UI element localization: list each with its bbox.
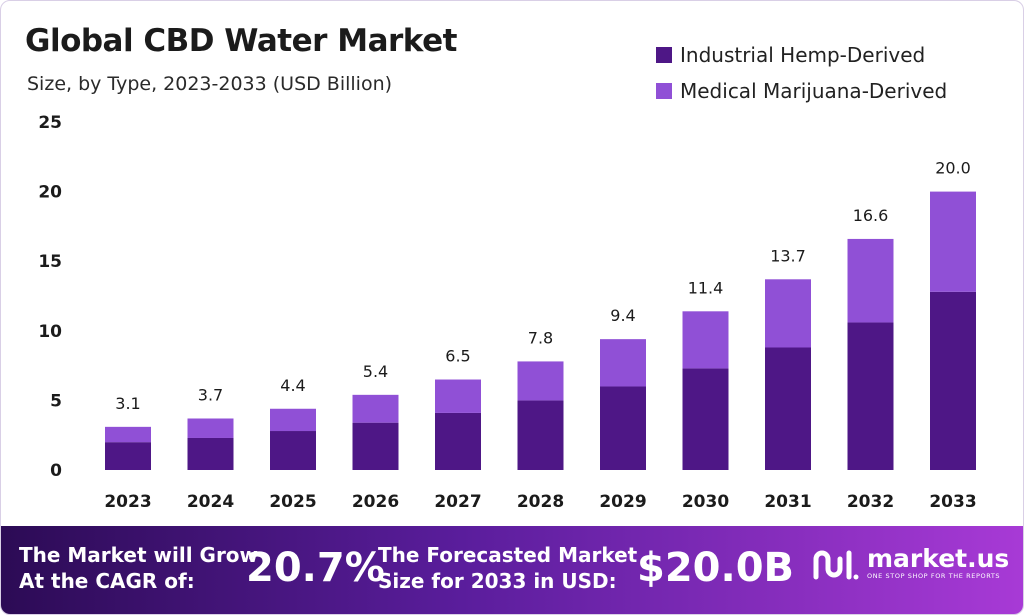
- bar-medical: [270, 408, 316, 432]
- logo-name: market.us: [867, 544, 1010, 573]
- total-label: 3.7: [198, 385, 223, 404]
- bar-industrial: [352, 422, 399, 470]
- bar-medical: [435, 379, 481, 413]
- summary-banner: The Market will Grow At the CAGR of: 20.…: [1, 526, 1023, 614]
- bar-medical: [930, 191, 976, 292]
- cagr-text-line1: The Market will Grow: [19, 543, 259, 567]
- legend: Industrial Hemp-Derived Medical Marijuan…: [656, 37, 947, 109]
- y-tick-label: 15: [38, 252, 62, 272]
- total-label: 20.0: [935, 159, 971, 178]
- legend-item-industrial: Industrial Hemp-Derived: [656, 37, 947, 73]
- total-label: 16.6: [853, 206, 889, 225]
- cagr-text: The Market will Grow At the CAGR of:: [19, 542, 258, 594]
- bar-chart: 05101520253.120233.720244.420255.420266.…: [38, 113, 976, 512]
- cagr-value: 20.7%: [246, 545, 385, 591]
- legend-label-industrial: Industrial Hemp-Derived: [680, 43, 926, 67]
- x-tick-label: 2033: [929, 492, 976, 512]
- bar-medical: [105, 426, 151, 443]
- y-tick-label: 0: [50, 461, 62, 481]
- bar-medical: [765, 279, 811, 348]
- total-label: 4.4: [280, 376, 305, 395]
- market-us-logo-icon: [813, 550, 859, 579]
- logo-tagline: ONE STOP SHOP FOR THE REPORTS: [867, 572, 1001, 580]
- legend-swatch-industrial: [656, 47, 672, 63]
- bar-industrial: [765, 347, 811, 470]
- bar-industrial: [105, 442, 151, 470]
- x-tick-label: 2027: [434, 492, 481, 512]
- bar-medical: [517, 361, 564, 401]
- legend-swatch-medical: [656, 83, 672, 99]
- bar-industrial: [847, 322, 894, 470]
- bar-industrial: [517, 400, 564, 470]
- market-us-logo: market.us ONE STOP SHOP FOR THE REPORTS: [813, 546, 1009, 581]
- total-label: 9.4: [610, 306, 635, 325]
- x-tick-label: 2023: [104, 492, 151, 512]
- bar-industrial: [600, 386, 646, 470]
- bar-medical: [847, 238, 894, 323]
- chart-title: Global CBD Water Market: [25, 23, 457, 59]
- total-label: 3.1: [115, 394, 140, 413]
- bar-industrial: [270, 431, 316, 470]
- bar-medical: [682, 311, 729, 369]
- bar-industrial: [187, 437, 234, 470]
- total-label: 7.8: [528, 328, 553, 347]
- bar-medical: [187, 418, 234, 438]
- bar-industrial: [435, 412, 481, 470]
- x-tick-label: 2032: [847, 492, 894, 512]
- forecast-text: The Forecasted Market Size for 2033 in U…: [378, 542, 637, 594]
- y-tick-label: 25: [38, 113, 62, 133]
- bar-medical: [600, 339, 646, 387]
- x-tick-label: 2025: [269, 492, 316, 512]
- cagr-text-line2: At the CAGR of:: [19, 569, 195, 593]
- x-tick-label: 2031: [764, 492, 811, 512]
- x-tick-label: 2030: [682, 492, 729, 512]
- bar-industrial: [682, 368, 729, 470]
- legend-item-medical: Medical Marijuana-Derived: [656, 73, 947, 109]
- legend-label-medical: Medical Marijuana-Derived: [680, 79, 948, 103]
- x-tick-label: 2029: [599, 492, 646, 512]
- y-tick-label: 10: [38, 322, 62, 342]
- x-tick-label: 2026: [352, 492, 399, 512]
- forecast-value: $20.0B: [637, 545, 795, 591]
- forecast-text-line1: The Forecasted Market: [378, 543, 638, 567]
- y-tick-label: 5: [50, 391, 62, 411]
- forecast-text-line2: Size for 2033 in USD:: [378, 569, 617, 593]
- total-label: 5.4: [363, 362, 388, 381]
- bar-industrial: [930, 291, 976, 470]
- total-label: 13.7: [770, 246, 806, 265]
- x-tick-label: 2024: [187, 492, 234, 512]
- total-label: 6.5: [445, 347, 470, 366]
- chart-subtitle: Size, by Type, 2023-2033 (USD Billion): [27, 73, 393, 95]
- total-label: 11.4: [688, 278, 724, 297]
- bar-medical: [352, 394, 399, 423]
- x-tick-label: 2028: [517, 492, 564, 512]
- y-tick-label: 20: [38, 183, 62, 203]
